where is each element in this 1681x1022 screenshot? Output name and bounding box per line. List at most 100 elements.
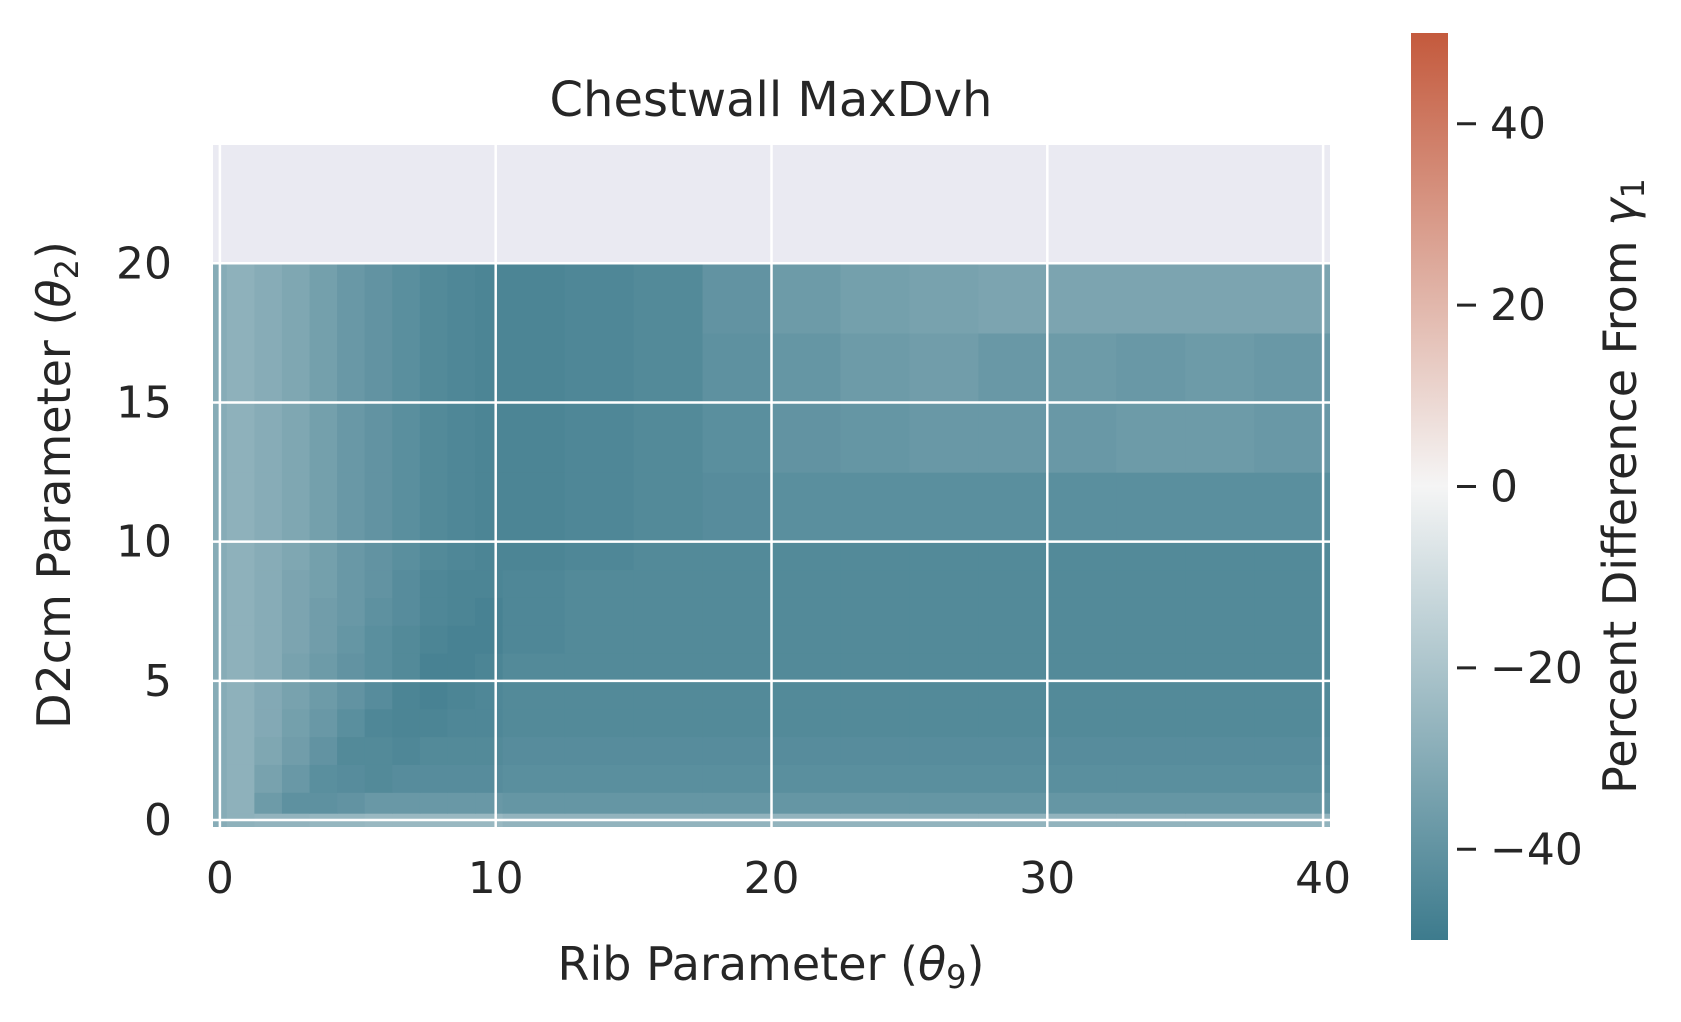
heatmap-cell <box>564 472 635 543</box>
heatmap-cell <box>1254 792 1330 814</box>
heatmap-cell <box>1047 541 1117 571</box>
heatmap-cell <box>475 332 504 404</box>
heatmap-cell <box>1116 708 1186 738</box>
heatmap-cell <box>226 569 255 598</box>
heatmap-cell <box>281 680 311 710</box>
heatmap-cell <box>226 764 255 793</box>
heatmap-cell <box>1254 472 1330 543</box>
heatmap-cell <box>564 653 635 682</box>
heatmap-cell <box>702 541 773 571</box>
heatmap-cell <box>364 625 393 654</box>
heatmap-cell <box>337 402 366 473</box>
heatmap-cell <box>909 680 979 710</box>
heatmap-cell <box>702 625 773 654</box>
heatmap-cell <box>392 653 421 682</box>
heatmap-cell <box>364 792 393 814</box>
heatmap-cell <box>771 736 842 765</box>
colorbar: 40 20 0 −20 −40 Percent Difference From γ1 <box>1411 33 1652 940</box>
heatmap-cell <box>281 708 311 738</box>
heatmap-cell <box>840 680 911 710</box>
x-tick-labels: 0 10 20 30 40 <box>206 853 1351 904</box>
heatmap-cell <box>1047 792 1117 814</box>
heatmap-cell <box>392 472 421 543</box>
heatmap-cell <box>1185 597 1255 626</box>
colorbar-tick-label: 20 <box>1490 280 1546 331</box>
heatmap-cell <box>226 653 255 682</box>
heatmap-cell <box>254 569 283 598</box>
heatmap-cell <box>419 541 449 571</box>
heatmap-cell <box>1047 569 1117 598</box>
heatmap-cell <box>633 625 704 654</box>
heatmap-cell <box>1254 708 1330 738</box>
heatmap-cell <box>475 263 504 334</box>
heatmap-cell <box>1254 569 1330 598</box>
heatmap-cell <box>909 597 979 626</box>
colorbar-label: Percent Difference From γ1 <box>1593 178 1652 794</box>
heatmap-cell <box>909 764 979 793</box>
heatmap-cell <box>309 736 338 765</box>
heatmap-cell <box>364 653 393 682</box>
heatmap-cell <box>502 263 566 334</box>
heatmap-cell <box>502 569 566 598</box>
heatmap-cell <box>840 764 911 793</box>
heatmap-cell <box>633 332 704 404</box>
heatmap-cell <box>702 736 773 765</box>
heatmap-cell <box>364 680 393 710</box>
heatmap-cell <box>281 402 311 473</box>
heatmap-cell <box>1185 736 1255 765</box>
heatmap-cell <box>502 597 566 626</box>
heatmap-cell <box>447 764 476 793</box>
heatmap-cell <box>1116 402 1186 473</box>
heatmap-cell <box>309 472 338 543</box>
heatmap-cell <box>475 569 504 598</box>
heatmap-cell <box>633 708 704 738</box>
heatmap-cell <box>254 541 283 571</box>
heatmap-cell <box>226 792 255 814</box>
heatmap-cell <box>309 541 338 571</box>
heatmap-cell <box>392 625 421 654</box>
heatmap-cell <box>254 736 283 765</box>
heatmap-cell <box>281 625 311 654</box>
heatmap-cell <box>364 708 393 738</box>
heatmap-cell <box>909 792 979 814</box>
x-tick-label: 10 <box>468 853 524 904</box>
heatmap-cell <box>475 402 504 473</box>
heatmap-cell <box>309 569 338 598</box>
heatmap-cell <box>392 332 421 404</box>
heatmap-cell <box>1047 680 1117 710</box>
colorbar-tick-label: 40 <box>1490 99 1546 150</box>
heatmap-cell <box>447 597 476 626</box>
heatmap-cell <box>309 708 338 738</box>
heatmap-cell <box>1254 680 1330 710</box>
heatmap-cell <box>1116 625 1186 654</box>
heatmap-cell <box>771 472 842 543</box>
heatmap-cell <box>419 736 449 765</box>
heatmap-cell <box>337 736 366 765</box>
heatmap-cell <box>702 680 773 710</box>
heatmap-cell <box>309 625 338 654</box>
heatmap-cell <box>502 680 566 710</box>
heatmap-cell <box>771 263 842 334</box>
heatmap-cell <box>281 792 311 814</box>
heatmap-cell <box>1254 625 1330 654</box>
heatmap-cell <box>337 653 366 682</box>
heatmap-cell <box>447 792 476 814</box>
heatmap-cell <box>909 472 979 543</box>
y-axis-label-subscript: 2 <box>48 259 86 279</box>
x-axis-label-subscript: 9 <box>946 958 966 996</box>
heatmap-cell <box>1047 402 1117 473</box>
heatmap-cell <box>502 332 566 404</box>
heatmap-cell <box>502 402 566 473</box>
heatmap-cell <box>1254 332 1330 404</box>
heatmap-cell <box>909 653 979 682</box>
heatmap-cell <box>419 625 449 654</box>
heatmap-cell <box>281 597 311 626</box>
heatmap-cell <box>702 569 773 598</box>
heatmap-cell <box>337 764 366 793</box>
heatmap-cell <box>309 680 338 710</box>
heatmap-cell <box>978 541 1048 571</box>
heatmap-cell <box>771 597 842 626</box>
heatmap-cell <box>502 792 566 814</box>
heatmap-cell <box>309 764 338 793</box>
y-tick-label: 5 <box>144 656 172 707</box>
